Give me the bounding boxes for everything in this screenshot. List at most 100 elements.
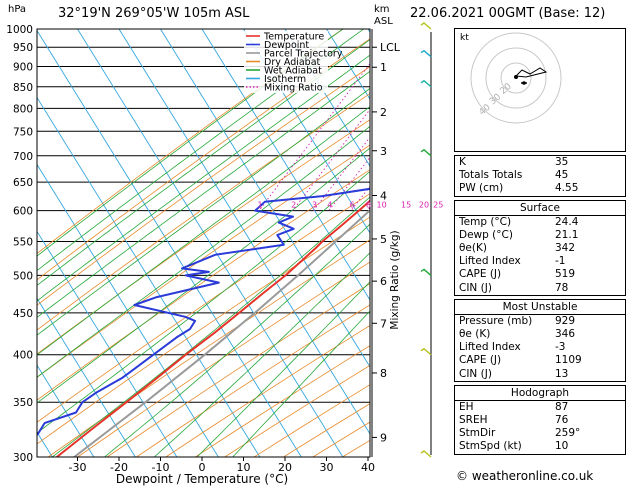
index-row: CAPE (J) 519 [455, 268, 625, 281]
dry-adiabat [47, 239, 370, 457]
indices-panel: K 35 Totals Totals 45 PW (cm) 4.55 Surface Te… [454, 155, 626, 458]
index-label: CIN (J) [459, 281, 492, 294]
index-value: 78 [555, 281, 569, 294]
index-value: -1 [555, 255, 566, 268]
dry-adiabat [37, 93, 370, 331]
dry-adiabat [37, 66, 370, 306]
dewpoint-line [37, 187, 370, 436]
dry-adiabat [106, 283, 370, 457]
height-tick-label: 3 [380, 145, 387, 158]
isotherm-line [118, 29, 370, 435]
mixing-ratio-label: 15 [401, 201, 411, 210]
mixing-ratio-label: 2 [291, 201, 296, 210]
index-row: K 35 [455, 156, 625, 169]
index-value: 10 [555, 440, 569, 453]
height-tick-label: 8 [380, 367, 387, 380]
wet-adiabat [37, 87, 370, 336]
index-row: Pressure (mb) 929 [455, 315, 625, 328]
isotherm-line [243, 29, 370, 234]
index-value: 24.4 [555, 215, 579, 228]
mixing-ratio-label: 1 [258, 201, 263, 210]
x-axis-label: Dewpoint / Temperature (°C) [116, 472, 288, 486]
temperature-tick-label: 40 [361, 461, 375, 474]
temperature-tick-label: -10 [152, 461, 170, 474]
temperature-tick-label: 10 [237, 461, 251, 474]
height-tick-label: 5 [380, 233, 387, 246]
index-row: PW (cm) 4.55 [455, 182, 625, 195]
asl-label: ASL [374, 16, 393, 27]
pressure-tick-label: 300 [13, 452, 33, 464]
index-label: Dewp (°C) [459, 228, 513, 241]
wet-adiabat [37, 70, 370, 318]
index-value: 929 [555, 314, 576, 327]
dry-adiabat [136, 304, 370, 457]
index-value: 35 [555, 156, 569, 168]
dry-adiabat [37, 119, 370, 355]
index-label: StmSpd (kt) [459, 440, 522, 453]
index-value: 519 [555, 268, 576, 281]
surface-title: Surface [519, 201, 560, 214]
index-label: θe(K) [459, 242, 487, 255]
dry-adiabat [37, 216, 370, 445]
legend-entry: Wet Adiabat [264, 66, 322, 77]
index-row: Totals Totals 45 [455, 169, 625, 182]
mixing-ratio-label: 6 [350, 201, 355, 210]
indices-box: K 35 Totals Totals 45 PW (cm) 4.55 [454, 155, 626, 197]
mixing-ratio-label: 8 [366, 201, 371, 210]
index-label: Lifted Index [459, 255, 521, 268]
index-value: 342 [555, 242, 576, 255]
index-row: StmDir 259° [455, 427, 625, 440]
index-value: 87 [555, 400, 569, 413]
index-value: 45 [555, 169, 569, 182]
index-value: 346 [555, 328, 576, 341]
wet-adiabat [196, 281, 370, 457]
wind-barb-icon [420, 148, 432, 157]
index-label: SREH [459, 414, 488, 427]
mixing-ratio-label: 10 [377, 201, 387, 210]
wet-adiabat [37, 125, 370, 378]
pressure-unit: hPa [8, 4, 27, 15]
wind-barb-icon [420, 49, 432, 58]
wet-adiabat [37, 147, 370, 404]
isotherm-line [77, 29, 344, 457]
pressure-tick-label: 400 [13, 350, 33, 362]
pressure-tick-label: 750 [13, 126, 33, 138]
pressure-tick-label: 900 [13, 61, 33, 73]
isotherm-line [0, 29, 11, 457]
index-row: θe(K) 342 [455, 242, 625, 255]
km-label: km [374, 4, 390, 15]
most-unstable-title: Most Unstable [502, 300, 578, 313]
wet-adiabat [37, 54, 370, 302]
parcel-trajectory-line [73, 208, 370, 457]
index-value: -3 [555, 341, 566, 354]
index-label: CAPE (J) [459, 268, 502, 281]
hodograph-ring [470, 32, 562, 124]
temperature-line [56, 199, 370, 457]
index-label: EH [459, 400, 474, 413]
hodograph-trace [515, 67, 548, 78]
wet-adiabat [52, 196, 370, 457]
dry-adiabat [37, 38, 370, 281]
temperature-tick-label: -20 [110, 461, 128, 474]
hodograph-stats-section: Hodograph EH 87 SREH 76 StmDir 259° StmSpd (kt… [454, 384, 626, 455]
height-tick-label: 1 [380, 61, 387, 74]
most-unstable-section: Most Unstable Pressure (mb) 929 θe (K) 346 L… [454, 298, 626, 382]
isotherm-line [37, 29, 302, 457]
pressure-tick-label: 1000 [6, 24, 33, 36]
mixing-ratio-label: 20 [419, 201, 429, 210]
legend-entry: Dewpoint [264, 40, 309, 51]
mixing-ratio-label: 4 [327, 201, 332, 210]
index-row: StmSpd (kt) 10 [455, 440, 625, 453]
index-row: EH 87 [455, 401, 625, 414]
dry-adiabat [37, 193, 370, 423]
wet-adiabat [37, 39, 370, 286]
hodograph-stats-title: Hodograph [510, 386, 570, 399]
wind-barb-icon [420, 268, 432, 276]
index-value: 76 [555, 414, 569, 427]
height-tick-label: 2 [380, 106, 387, 119]
wind-barb-icon [420, 450, 432, 458]
index-label: Temp (°C) [459, 215, 512, 228]
legend-entry: Parcel Trajectory [264, 49, 343, 60]
index-row: CIN (J) 78 [455, 282, 625, 295]
